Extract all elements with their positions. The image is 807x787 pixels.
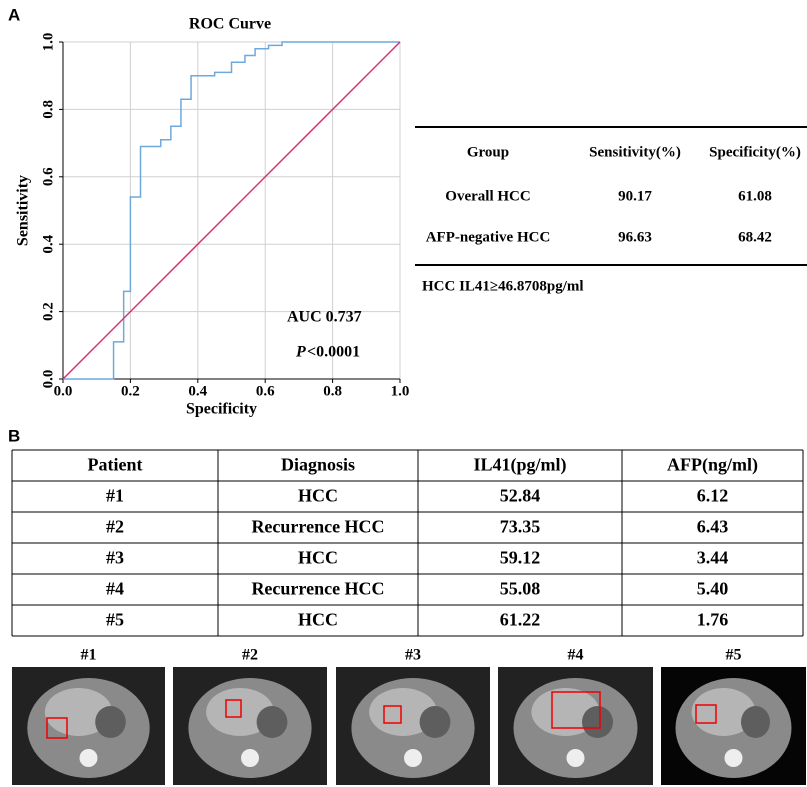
y-tick-label: 0.6 <box>40 167 56 186</box>
table-note: HCC IL41≥46.8708pg/ml <box>422 278 584 294</box>
ct-spine <box>241 749 259 767</box>
table-cell: 61.22 <box>500 610 541 630</box>
annotation: <0.0001 <box>307 344 360 361</box>
ct-spine <box>567 749 585 767</box>
image-label: #2 <box>242 647 258 664</box>
ct-image <box>173 667 327 785</box>
x-tick-label: 0.2 <box>121 383 140 399</box>
x-tick-label: 0.4 <box>188 383 207 399</box>
table-header: Patient <box>88 455 143 475</box>
x-tick-label: 0.0 <box>54 383 73 399</box>
x-tick-label: 1.0 <box>391 383 410 399</box>
ct-organ <box>95 706 126 738</box>
ct-image <box>336 667 490 785</box>
table-cell: 52.84 <box>500 486 541 506</box>
table-cell: #3 <box>106 548 124 568</box>
table-cell: 3.44 <box>697 548 729 568</box>
table-cell: HCC <box>298 610 338 630</box>
table-header: Diagnosis <box>281 455 355 475</box>
y-tick-label: 1.0 <box>40 33 56 52</box>
table-cell: AFP-negative HCC <box>426 229 551 245</box>
table-cell: #4 <box>106 579 124 599</box>
ct-image <box>661 667 806 785</box>
ct-organ <box>741 706 770 738</box>
table-cell: Overall HCC <box>445 188 530 204</box>
ct-organ <box>582 706 613 738</box>
table-cell: 1.76 <box>697 610 729 630</box>
table-cell: Recurrence HCC <box>251 517 384 537</box>
x-tick-label: 0.6 <box>256 383 275 399</box>
table-cell: 5.40 <box>697 579 729 599</box>
table-cell: 55.08 <box>500 579 541 599</box>
table-cell: 90.17 <box>618 188 652 204</box>
ct-spine <box>80 749 98 767</box>
table-cell: #5 <box>106 610 124 630</box>
image-label: #4 <box>568 647 584 664</box>
table-cell: 68.42 <box>738 229 772 245</box>
ct-image <box>498 667 653 785</box>
table-cell: HCC <box>298 548 338 568</box>
table-cell: #1 <box>106 486 124 506</box>
table-header: Specificity(%) <box>709 144 801 160</box>
table-cell: 6.12 <box>697 486 729 506</box>
table-cell: Recurrence HCC <box>251 579 384 599</box>
roc-line <box>63 42 400 379</box>
y-tick-label: 0.4 <box>40 234 56 253</box>
table-cell: 59.12 <box>500 548 541 568</box>
table-cell: 61.08 <box>738 188 772 204</box>
image-label: #1 <box>81 647 97 664</box>
y-tick-label: 0.2 <box>40 302 56 321</box>
figure: A B ROC Curve 0.0 0.2 0.4 0.6 0.8 1.0 0.0 0.2 0.4 0.… <box>0 0 807 787</box>
table-header: AFP(ng/ml) <box>667 455 758 476</box>
panel-label: A <box>8 5 20 24</box>
ct-image <box>12 667 165 785</box>
y-tick-label: 0.0 <box>40 370 56 389</box>
table-cell: #2 <box>106 517 124 537</box>
image-label: #3 <box>405 647 421 664</box>
table-cell: 96.63 <box>618 229 652 245</box>
ct-organ <box>257 706 288 738</box>
table-cell: HCC <box>298 486 338 506</box>
y-tick-label: 0.8 <box>40 100 56 119</box>
image-label: #5 <box>726 647 742 664</box>
table-header: Sensitivity(%) <box>589 144 681 160</box>
ct-spine <box>725 749 743 767</box>
table-header: IL41(pg/ml) <box>473 455 566 476</box>
table-cell: 73.35 <box>500 517 541 537</box>
ct-organ <box>420 706 451 738</box>
ct-spine <box>404 749 422 767</box>
annotation: AUC 0.737 <box>287 309 362 326</box>
table-cell: 6.43 <box>697 517 729 537</box>
y-axis-label: Sensitivity <box>15 175 32 246</box>
panel-label: B <box>8 426 20 445</box>
table-header: Group <box>467 144 509 160</box>
chart-title: ROC Curve <box>189 16 271 33</box>
x-tick-label: 0.8 <box>323 383 342 399</box>
annotation: P <box>295 344 306 361</box>
x-axis-label: Specificity <box>186 401 257 418</box>
